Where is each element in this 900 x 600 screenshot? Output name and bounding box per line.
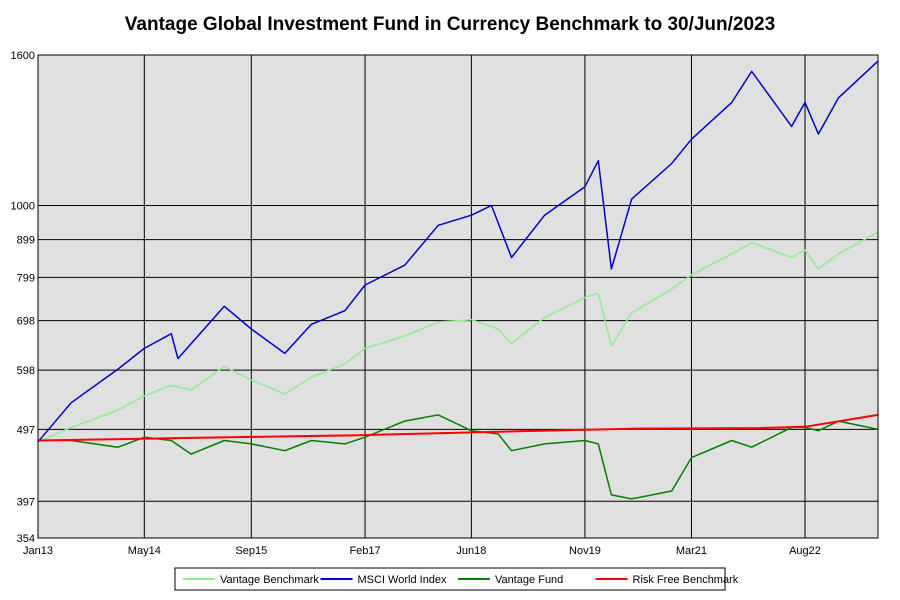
series-layer bbox=[37, 60, 879, 500]
plot-area bbox=[38, 55, 878, 538]
x-tick-label: Aug22 bbox=[789, 545, 821, 557]
y-tick-label: 1000 bbox=[11, 200, 35, 212]
legend-label: Risk Free Benchmark bbox=[633, 574, 739, 586]
y-axis: 354 397 497 598 698 799 899 1000 1600 bbox=[11, 50, 35, 545]
y-tick-label: 698 bbox=[17, 316, 35, 328]
x-tick-label: Feb17 bbox=[349, 545, 380, 557]
legend-label: Vantage Fund bbox=[495, 574, 563, 586]
chart-title: Vantage Global Investment Fund in Curren… bbox=[125, 14, 775, 35]
y-tick-label: 354 bbox=[17, 533, 35, 545]
y-tick-label: 1600 bbox=[11, 50, 35, 62]
legend-label: MSCI World Index bbox=[358, 574, 448, 586]
series-line-vantage-fund bbox=[38, 414, 879, 500]
y-tick-label: 497 bbox=[17, 424, 35, 436]
y-tick-label: 899 bbox=[17, 235, 35, 247]
y-tick-label: 598 bbox=[17, 365, 35, 377]
plot-frame bbox=[37, 54, 879, 539]
y-tick-label: 397 bbox=[17, 496, 35, 508]
x-tick-label: Nov19 bbox=[569, 545, 601, 557]
series-line-vantage-benchmark bbox=[37, 231, 879, 443]
legend: Vantage Benchmark MSCI World Index Vantage… bbox=[174, 567, 739, 591]
x-tick-label: Jan13 bbox=[23, 545, 53, 557]
x-tick-label: Mar21 bbox=[676, 545, 707, 557]
x-tick-label: May14 bbox=[128, 545, 161, 557]
x-tick-label: Sep15 bbox=[235, 545, 267, 557]
series-line-msci-world-index bbox=[37, 60, 879, 443]
x-tick-label: Jun18 bbox=[456, 545, 486, 557]
x-axis: Jan13 May14 Sep15 Feb17 Jun18 Nov19 Mar21 Aug22 bbox=[23, 545, 821, 557]
legend-label: Vantage Benchmark bbox=[220, 574, 319, 586]
y-tick-label: 799 bbox=[17, 272, 35, 284]
series-line-risk-free-benchmark bbox=[37, 413, 879, 442]
legend-box bbox=[174, 567, 726, 591]
